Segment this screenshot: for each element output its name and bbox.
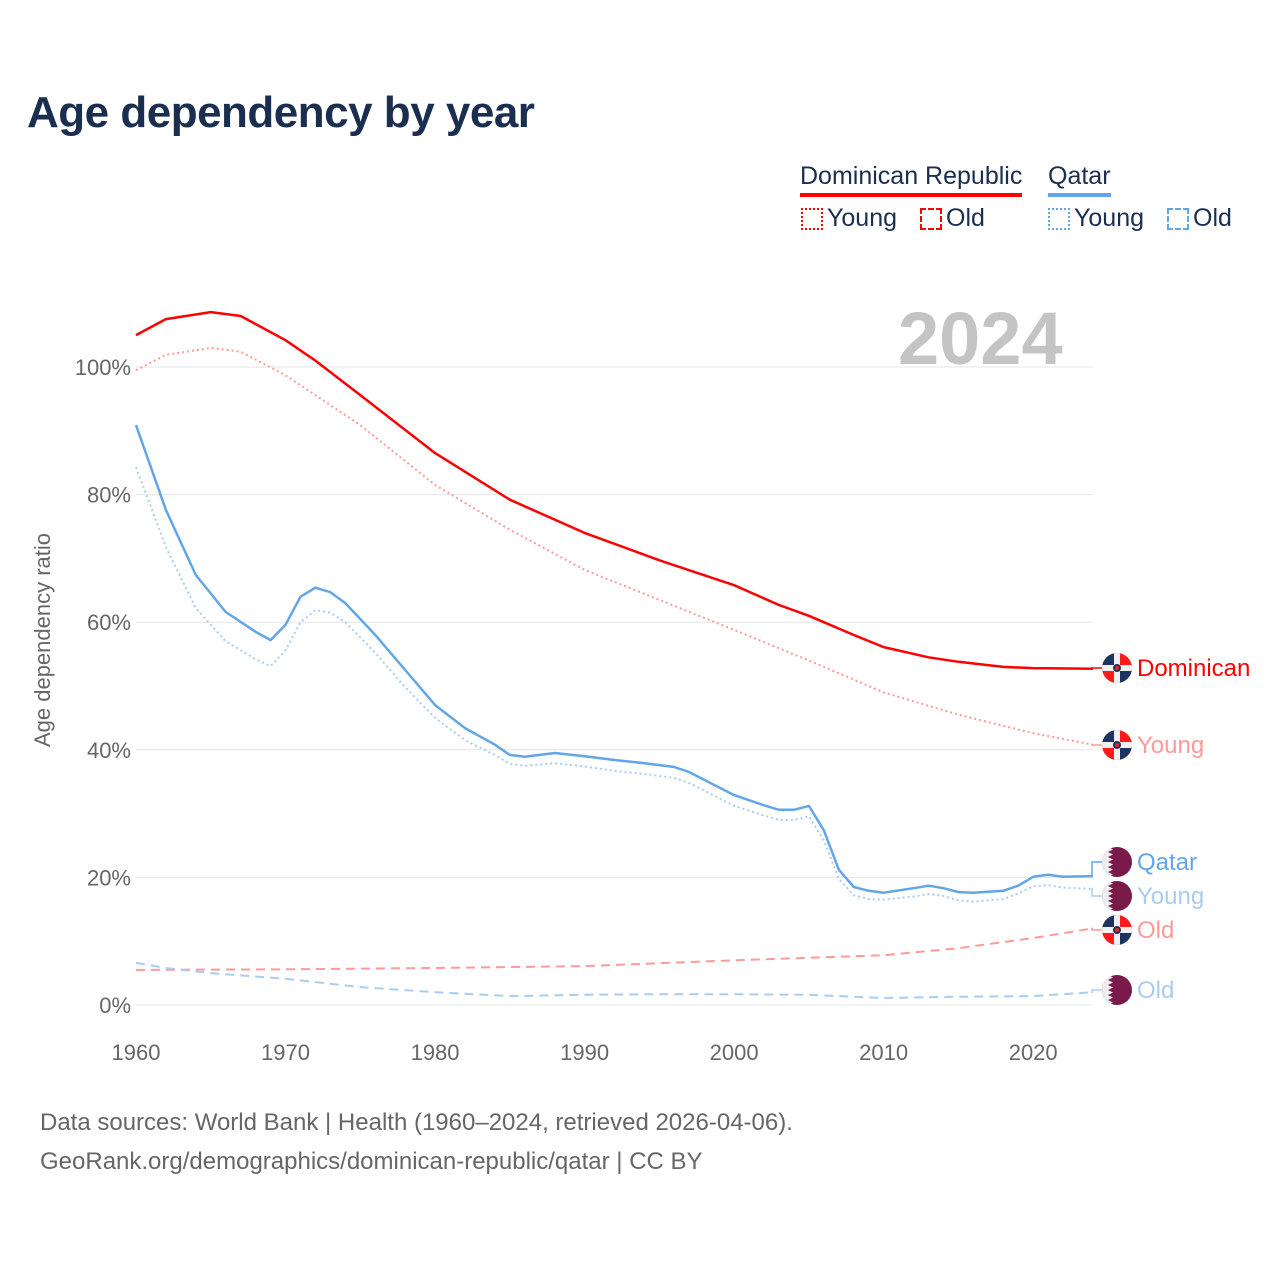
legend-label: Old [1193,204,1232,232]
label-connector [1091,989,1102,993]
series-end-label: Dominican [1137,655,1250,682]
legend-country-qatar[interactable]: Qatar [1048,162,1111,197]
y-tick-label: 20% [87,865,131,890]
series-end-label: Old [1137,917,1174,944]
y-tick-label: 60% [87,610,131,635]
x-tick-label: 1960 [112,1040,161,1065]
qatar-flag-icon [1102,975,1132,1005]
y-tick-label: 0% [99,993,131,1018]
y-tick-label: 100% [75,355,131,380]
dashed-swatch-icon [920,207,942,230]
legend-qatar-old[interactable]: Old [1167,204,1232,233]
dashed-swatch-icon [1167,207,1189,230]
y-tick-label: 40% [87,738,131,763]
dotted-swatch-icon [801,207,823,230]
dominican-republic-flag-icon [1102,730,1132,760]
footer-link[interactable]: GeoRank.org/demographics/dominican-repub… [40,1148,703,1175]
legend-dr-old[interactable]: Old [920,204,985,233]
qatar-flag-icon [1102,847,1132,877]
label-connector [1091,927,1102,931]
series-line-dominican-republic-old [135,927,1094,971]
series-line-qatar-young [135,466,1094,903]
legend-label: Dominican Republic [800,162,1023,190]
chart-title: Age dependency by year [27,88,535,137]
legend-country-dominican-republic[interactable]: Dominican Republic [800,162,1023,197]
x-tick-label: 2010 [859,1040,908,1065]
label-connector [1091,861,1102,877]
footer-sources: Data sources: World Bank | Health (1960–… [40,1109,793,1136]
label-connector [1091,888,1102,897]
legend-label: Young [827,204,897,232]
series-end-label: Young [1137,732,1204,759]
series-line-dominican-republic [135,310,1094,671]
dotted-swatch-icon [1048,207,1070,230]
legend-label: Old [946,204,985,232]
label-connector [1091,667,1102,670]
dominican-republic-flag-icon [1102,915,1132,945]
series-end-label: Young [1137,883,1204,910]
y-axis-label: Age dependency ratio [30,533,55,747]
x-tick-label: 1990 [560,1040,609,1065]
x-tick-label: 2000 [710,1040,759,1065]
series-line-qatar-old [135,961,1094,999]
series-line-dominican-republic-young [135,346,1094,746]
legend-label: Young [1074,204,1144,232]
series-end-label: Old [1137,977,1174,1004]
qatar-flag-icon [1102,881,1132,911]
series-line-qatar [134,424,1094,894]
current-year-display: 2024 [898,297,1063,380]
dominican-republic-flag-icon [1102,653,1132,683]
x-tick-label: 1970 [261,1040,310,1065]
legend-dr-young[interactable]: Young [801,204,897,233]
legend-label: Qatar [1048,162,1111,190]
y-tick-label: 80% [87,483,131,508]
legend-qatar-young[interactable]: Young [1048,204,1144,233]
x-tick-label: 1980 [411,1040,460,1065]
series-end-label: Qatar [1137,849,1197,876]
x-tick-label: 2020 [1009,1040,1058,1065]
